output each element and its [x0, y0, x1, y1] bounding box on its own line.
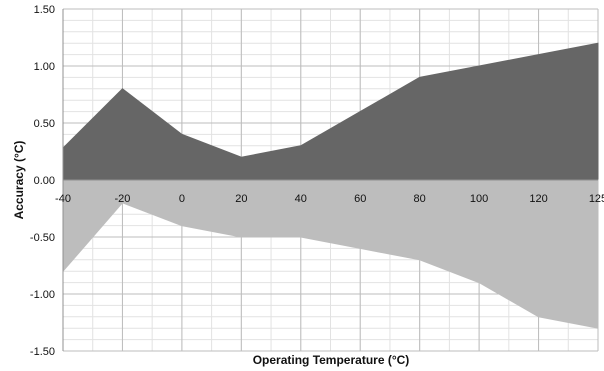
y-tick-label: -0.50 [30, 232, 55, 244]
axis-layer [62, 9, 598, 351]
x-tick-label: 125 [589, 193, 604, 205]
y-tick-label: -1.00 [30, 289, 55, 301]
series-layer [62, 42, 599, 329]
y-axis-title: Accuracy (°C) [12, 141, 26, 220]
lower-accuracy-area [62, 179, 599, 329]
x-tick-label: 120 [529, 193, 547, 205]
x-tick-label: 20 [235, 193, 247, 205]
x-tick-label: 80 [414, 193, 426, 205]
y-tick-label: 0.50 [34, 118, 55, 130]
x-axis-title: Operating Temperature (°C) [253, 353, 410, 367]
x-tick-label: 40 [295, 193, 307, 205]
x-tick-label: -20 [114, 193, 130, 205]
tick-layer: 1.50 1.00 0.50 0.00 -0.50 -1.00 -1.50 -40 -20 0 20… [30, 4, 604, 358]
y-tick-label: 1.50 [34, 4, 55, 16]
y-tick-label: 0.00 [34, 175, 55, 187]
x-tick-label: 60 [354, 193, 366, 205]
x-tick-label: 0 [179, 193, 185, 205]
upper-accuracy-area [62, 42, 599, 181]
x-tick-label: 100 [470, 193, 488, 205]
y-tick-label: -1.50 [30, 346, 55, 358]
y-tick-label: 1.00 [34, 61, 55, 73]
x-tick-label: -40 [55, 193, 71, 205]
